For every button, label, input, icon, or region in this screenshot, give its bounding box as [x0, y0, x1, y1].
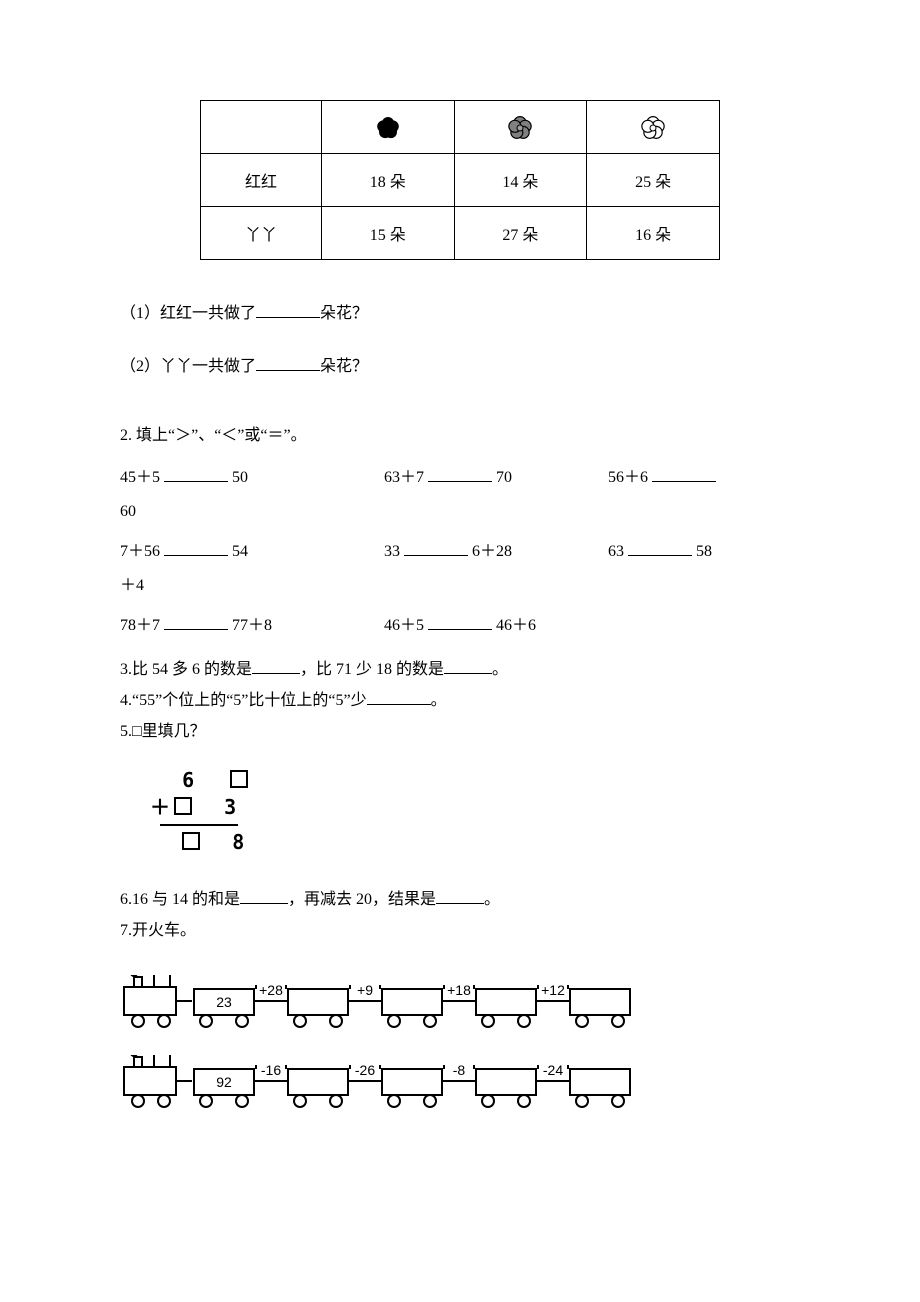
- q2-item-1: 63＋7 70: [384, 462, 604, 494]
- q4-blank: [367, 688, 431, 705]
- q4: 4.“55”个位上的“5”比十位上的“5”少 。: [120, 687, 800, 716]
- q6: 6.16 与 14 的和是 ，再减去 20，结果是 。: [120, 886, 800, 915]
- q5-op: ＋: [150, 795, 174, 819]
- train-2-svg: 92 -16 -26 -8 -24: [120, 1055, 660, 1117]
- q6-blank1: [240, 903, 288, 904]
- train-line-2: 92 -16 -26 -8 -24: [120, 1055, 800, 1117]
- flower-1-icon: [375, 114, 401, 140]
- svg-text:23: 23: [216, 994, 232, 1010]
- table-header-flower2: [454, 101, 587, 154]
- q5-rule: [160, 824, 238, 826]
- svg-text:-24: -24: [543, 1062, 563, 1078]
- q2-item-2-wrap: 60: [120, 503, 136, 520]
- q2-item-5-wrap: ＋4: [120, 577, 144, 594]
- q1a-blank: [256, 301, 320, 318]
- q6-mid: ，再减去 20，结果是: [288, 891, 436, 908]
- cell-r2c2: 27 朵: [454, 207, 587, 260]
- flower-2-icon: [505, 114, 535, 140]
- q1a-prefix: （1）红红一共做了: [120, 305, 256, 322]
- row-honghong-label: 红红: [201, 154, 322, 207]
- q2-item-7: 46＋5 46＋6: [384, 610, 604, 642]
- q5-column-add: 6 ＋ 3 8: [150, 767, 800, 856]
- table-flowers: 红红 18 朵 14 朵 25 朵 丫丫 15 朵 27 朵 16 朵: [200, 100, 720, 260]
- svg-text:-16: -16: [261, 1062, 281, 1078]
- q5-r2d2: 3: [224, 795, 240, 819]
- train-line-1: 23 +28 +9 +18 +12: [120, 975, 800, 1037]
- svg-text:-26: -26: [355, 1062, 375, 1078]
- cell-r1c1: 18 朵: [321, 154, 454, 207]
- q5-r3d2: 8: [232, 830, 248, 854]
- q5-title: 5.□里填几？: [120, 718, 800, 747]
- q1b-suffix: 朵花？: [320, 358, 368, 375]
- q5-box-r3: [182, 832, 200, 850]
- q2-item-2: 56＋6: [608, 462, 768, 494]
- q5-box-r2: [174, 797, 192, 815]
- q4-suf: 。: [431, 692, 447, 709]
- q5-box-r1: [230, 770, 248, 788]
- svg-text:-8: -8: [453, 1062, 466, 1078]
- q3-blank1: [252, 673, 300, 674]
- svg-text:+28: +28: [259, 982, 283, 998]
- cell-r2c3: 16 朵: [587, 207, 720, 260]
- q2-item-5: 63 58: [608, 536, 768, 568]
- train-block: 23 +28 +9 +18 +12 92 -16 -26 -8 -24: [120, 975, 800, 1117]
- q6-pre1: 6.16 与 14 的和是: [120, 891, 240, 908]
- q3-suf: 。: [492, 661, 508, 678]
- q2-item-3: 7＋56 54: [120, 536, 380, 568]
- svg-text:92: 92: [216, 1074, 232, 1090]
- q6-blank2: [436, 903, 484, 904]
- q2-title: 2. 填上“＞”、“＜”或“＝”。: [120, 422, 800, 451]
- table-header-flower3: [587, 101, 720, 154]
- q2-item-0: 45＋5 50: [120, 462, 380, 494]
- q2-grid: 45＋5 50 63＋7 70 56＋6 60 7＋56 54 33 6＋28 …: [120, 462, 800, 642]
- q1a-suffix: 朵花？: [320, 305, 368, 322]
- q4-pre: 4.“55”个位上的“5”比十位上的“5”少: [120, 692, 367, 709]
- table-header-flower1: [321, 101, 454, 154]
- q3-mid: ，比 71 少 18 的数是: [300, 661, 444, 678]
- train-1-svg: 23 +28 +9 +18 +12: [120, 975, 660, 1037]
- cell-r1c3: 25 朵: [587, 154, 720, 207]
- q1b-prefix: （2）丫丫一共做了: [120, 358, 256, 375]
- q5-r1d1: 6: [182, 768, 198, 792]
- q2-item-6: 78＋7 77＋8: [120, 610, 380, 642]
- flower-3-icon: [638, 114, 668, 140]
- q1b: （2）丫丫一共做了 朵花？: [120, 353, 800, 382]
- q2-item-4: 33 6＋28: [384, 536, 604, 568]
- q1b-blank: [256, 354, 320, 371]
- q6-suf: 。: [484, 891, 500, 908]
- q3: 3.比 54 多 6 的数是 ，比 71 少 18 的数是 。: [120, 656, 800, 685]
- row-yaya-label: 丫丫: [201, 207, 322, 260]
- q3-pre1: 3.比 54 多 6 的数是: [120, 661, 252, 678]
- svg-text:+18: +18: [447, 982, 471, 998]
- q3-blank2: [444, 673, 492, 674]
- q7-title: 7.开火车。: [120, 917, 800, 946]
- cell-r2c1: 15 朵: [321, 207, 454, 260]
- svg-text:+12: +12: [541, 982, 565, 998]
- cell-r1c2: 14 朵: [454, 154, 587, 207]
- table-header-blank: [201, 101, 322, 154]
- q1a: （1）红红一共做了 朵花？: [120, 300, 800, 329]
- svg-text:+9: +9: [357, 982, 373, 998]
